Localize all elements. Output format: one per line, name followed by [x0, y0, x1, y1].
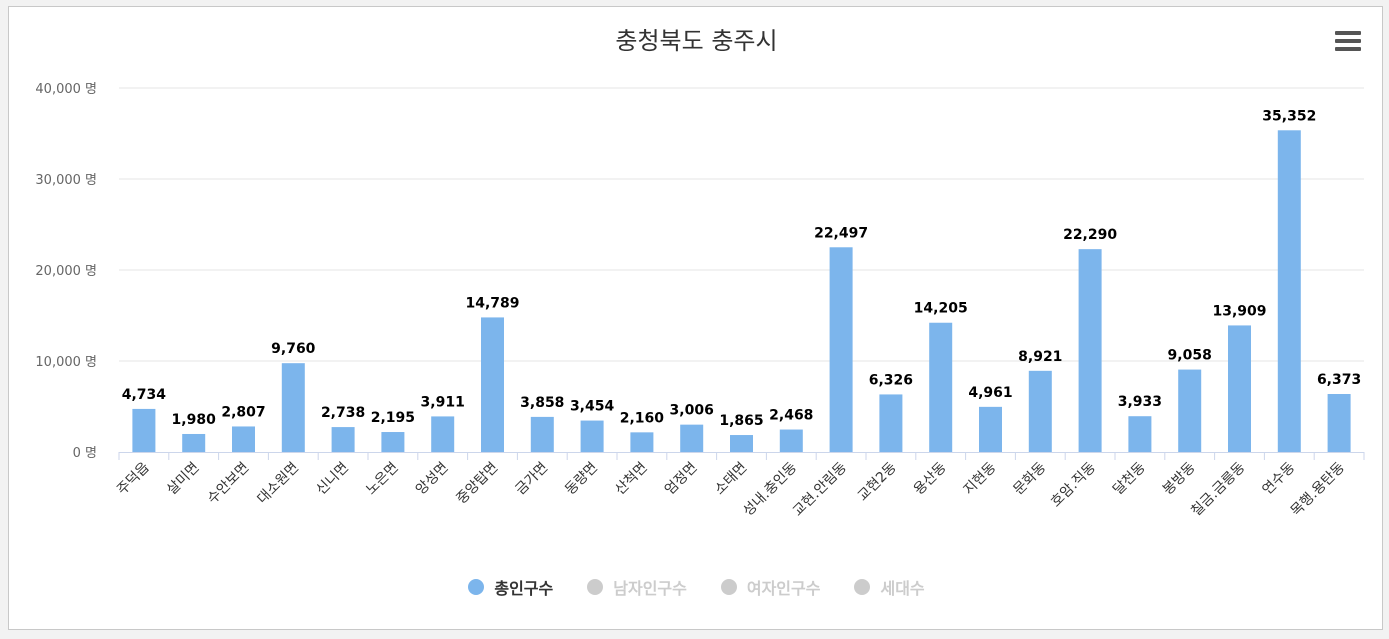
bar	[530, 416, 554, 452]
data-label: 35,352	[1262, 108, 1316, 124]
x-tick-label: 엄정면	[662, 460, 701, 499]
data-label: 14,789	[465, 295, 519, 311]
legend-item[interactable]: 남자인구수	[587, 575, 687, 599]
x-tick-label: 살미면	[164, 460, 203, 499]
data-label: 22,290	[1063, 227, 1117, 243]
y-tick-label: 10,000 명	[35, 355, 97, 370]
x-tick-label: 금가면	[512, 460, 551, 499]
bar	[182, 433, 206, 452]
x-tick-label: 수안보면	[205, 460, 253, 508]
data-label: 6,373	[1317, 372, 1361, 388]
legend-dot-icon	[854, 579, 871, 595]
hamburger-menu-icon[interactable]	[1335, 31, 1361, 53]
x-tick-label: 호암.직동	[1048, 459, 1099, 510]
y-tick-label: 30,000 명	[35, 173, 97, 188]
x-tick-label: 용산동	[911, 459, 950, 498]
data-label: 3,006	[670, 403, 714, 419]
x-tick-label: 지현동	[961, 459, 1000, 498]
bar	[132, 408, 156, 452]
x-tick-label: 동량면	[562, 460, 601, 499]
data-label: 22,497	[814, 225, 868, 241]
bar	[232, 426, 255, 452]
legend-dot-icon	[720, 579, 737, 595]
chart-container: 충청북도 충주시 0 명 10,000 명 20,000 명 30,000 명 40,0…	[8, 6, 1383, 630]
bar-chart: 0 명 10,000 명 20,000 명 30,000 명 40,000 명 4,734…	[35, 82, 1365, 520]
chart-title: 충청북도 충주시	[615, 27, 778, 55]
x-tick-label: 앙성면	[413, 460, 452, 499]
legend-item[interactable]: 총인구수	[468, 575, 553, 599]
legend-label: 남자인구수	[613, 579, 687, 598]
x-tick-label: 신니면	[313, 460, 352, 499]
bar	[929, 322, 953, 452]
bar	[1228, 325, 1251, 452]
bar	[680, 424, 704, 452]
x-tick-label: 목행.용탄동	[1288, 459, 1348, 519]
bar	[481, 317, 504, 452]
data-label: 3,858	[520, 395, 564, 411]
bar	[730, 435, 753, 452]
bar	[1028, 370, 1052, 452]
bar	[1128, 416, 1152, 452]
x-tick-label: 교현.안림동	[790, 459, 850, 519]
bar	[1277, 130, 1301, 452]
x-tick-label: 소태면	[712, 460, 751, 499]
bar	[779, 429, 803, 452]
y-tick-label: 40,000 명	[35, 82, 97, 97]
bar	[580, 420, 604, 452]
x-tick-label: 노은면	[363, 460, 402, 499]
bar	[630, 432, 654, 452]
data-label: 13,909	[1212, 303, 1266, 319]
x-tick-label: 문화동	[1010, 459, 1049, 498]
data-label: 2,160	[620, 410, 665, 426]
data-label: 2,738	[321, 405, 365, 421]
bar	[1178, 369, 1202, 452]
data-label: 4,961	[968, 385, 1012, 401]
x-tick-label: 봉방동	[1160, 459, 1199, 498]
data-label: 9,058	[1168, 348, 1212, 364]
data-label: 1,980	[172, 412, 217, 428]
data-label: 3,911	[421, 394, 465, 410]
data-label: 8,921	[1018, 349, 1062, 365]
legend-label: 세대수	[880, 579, 925, 598]
legend-label: 총인구수	[494, 579, 554, 598]
x-tick-label: 대소원면	[254, 460, 302, 508]
x-tick-label: 중앙탑면	[454, 460, 502, 508]
data-label: 6,326	[869, 372, 913, 388]
x-tick-label: 연수동	[1259, 459, 1298, 498]
y-tick-label: 20,000 명	[35, 264, 97, 279]
data-label: 9,760	[271, 341, 316, 357]
data-label: 2,195	[371, 410, 415, 426]
legend-item[interactable]: 여자인구수	[720, 575, 821, 599]
legend-dot-icon	[587, 579, 604, 595]
legend-item[interactable]: 세대수	[854, 575, 925, 599]
x-tick-label: 주덕읍	[114, 459, 153, 498]
bar	[1078, 249, 1102, 452]
data-label: 2,807	[221, 404, 265, 420]
data-label: 3,933	[1118, 394, 1162, 410]
data-label: 2,468	[769, 408, 813, 424]
chart-legend: 총인구수 남자인구수 여자인구수 세대수	[9, 575, 1384, 599]
x-tick-label: 칠금.금릉동	[1188, 459, 1248, 519]
x-tick-label: 교현2동	[855, 459, 900, 504]
data-label: 3,454	[570, 399, 615, 415]
x-tick-label: 산척면	[612, 460, 651, 499]
data-label: 4,734	[122, 387, 167, 403]
data-label: 1,865	[719, 413, 763, 429]
bar	[879, 394, 903, 452]
legend-dot-icon	[468, 579, 485, 595]
x-tick-label: 달천동	[1110, 459, 1149, 498]
bar	[281, 363, 305, 452]
bar	[381, 432, 405, 452]
data-label: 14,205	[914, 301, 968, 317]
y-tick-label: 0 명	[73, 446, 97, 461]
bar	[331, 427, 355, 452]
bar	[431, 416, 455, 452]
bar	[1327, 394, 1351, 452]
bar	[979, 406, 1002, 452]
legend-label: 여자인구수	[746, 579, 821, 598]
bar	[829, 247, 853, 452]
